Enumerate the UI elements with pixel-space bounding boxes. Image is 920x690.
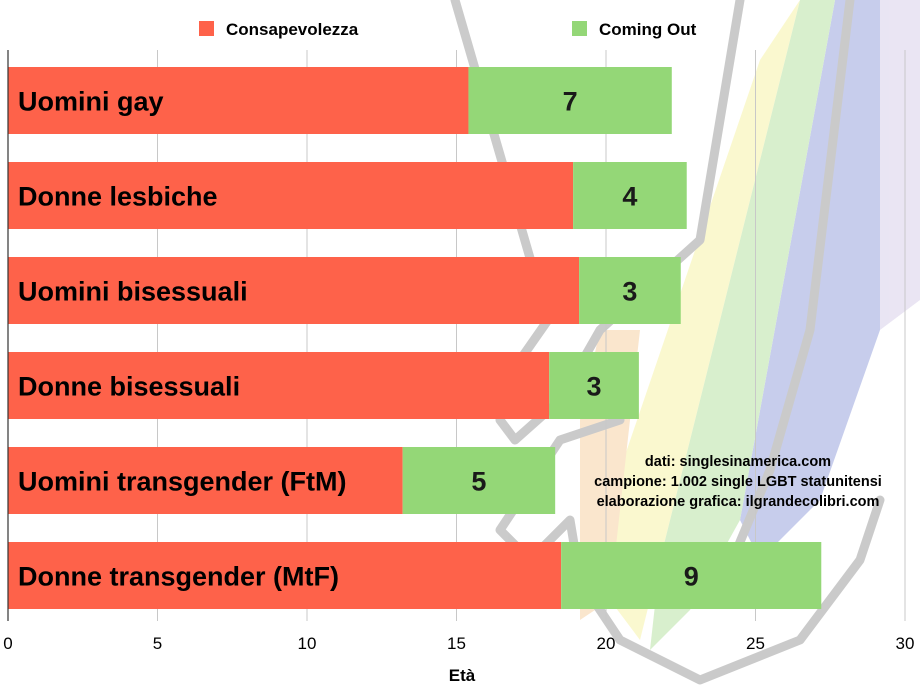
value-labels: 7 4 3 3 5 9 xyxy=(471,87,698,592)
x-tick-label-30: 30 xyxy=(896,634,915,653)
legend-label-coming-out: Coming Out xyxy=(599,20,697,39)
bar-consapevolezza-donne-lesbiche xyxy=(8,162,574,229)
rainbow-stripe-green xyxy=(650,0,835,650)
category-label-donne-transgender-mtf: Donne transgender (MtF) xyxy=(18,562,339,592)
bar-consapevolezza-uomini-bisessuali xyxy=(8,257,580,324)
rainbow-stripe-blue xyxy=(740,0,880,560)
category-label-uomini-transgender-ftm: Uomini transgender (FtM) xyxy=(18,467,347,497)
note-line-sample: campione: 1.002 single LGBT statunitensi xyxy=(594,474,882,490)
x-tick-label-25: 25 xyxy=(746,634,765,653)
note-line-source: dati: singlesinamerica.com xyxy=(645,454,831,470)
source-note: dati: singlesinamerica.com campione: 1.0… xyxy=(594,454,882,510)
legend-swatch-coming-out xyxy=(572,21,587,36)
bar-consapevolezza-donne-transgender-mtf xyxy=(8,542,562,609)
note-line-credits: elaborazione grafica: ilgrandecolibri.co… xyxy=(597,494,880,510)
rainbow-stripe-violet xyxy=(880,0,920,330)
x-tick-label-15: 15 xyxy=(447,634,466,653)
legend: Consapevolezza Coming Out xyxy=(199,20,697,39)
bar-coming-out-donne-transgender-mtf xyxy=(561,542,822,609)
value-label-donne-bisessuali: 3 xyxy=(587,372,602,402)
bars xyxy=(8,67,822,609)
bar-coming-out-donne-bisessuali xyxy=(549,352,639,419)
category-label-donne-bisessuali: Donne bisessuali xyxy=(18,372,240,402)
x-axis-title: Età xyxy=(449,666,476,685)
bar-coming-out-uomini-bisessuali xyxy=(579,257,681,324)
value-label-donne-lesbiche: 4 xyxy=(622,182,637,212)
category-label-uomini-bisessuali: Uomini bisessuali xyxy=(18,277,248,307)
value-label-uomini-transgender-ftm: 5 xyxy=(471,467,486,497)
arm-outline xyxy=(715,0,855,595)
x-tick-label-10: 10 xyxy=(298,634,317,653)
bar-coming-out-uomini-transgender-ftm xyxy=(402,447,556,514)
bar-coming-out-uomini-gay xyxy=(468,67,672,134)
x-tick-label-0: 0 xyxy=(3,634,12,653)
bar-coming-out-donne-lesbiche xyxy=(573,162,687,229)
category-label-donne-lesbiche: Donne lesbiche xyxy=(18,182,218,212)
category-labels: Uomini gay Donne lesbiche Uomini bisessual… xyxy=(18,87,347,592)
x-tick-label-5: 5 xyxy=(153,634,162,653)
value-label-uomini-gay: 7 xyxy=(563,87,578,117)
bar-consapevolezza-donne-bisessuali xyxy=(8,352,550,419)
value-label-uomini-bisessuali: 3 xyxy=(622,277,637,307)
rainbow-stripe-yellow xyxy=(610,0,800,640)
x-tick-labels: 0 5 10 15 20 25 30 xyxy=(3,634,914,653)
bar-consapevolezza-uomini-transgender-ftm xyxy=(8,447,403,514)
category-label-uomini-gay: Uomini gay xyxy=(18,87,164,117)
bar-consapevolezza-uomini-gay xyxy=(8,67,469,134)
value-label-donne-transgender-mtf: 9 xyxy=(684,562,699,592)
x-gridlines xyxy=(157,50,906,621)
legend-label-consapevolezza: Consapevolezza xyxy=(226,20,359,39)
x-tick-label-20: 20 xyxy=(597,634,616,653)
legend-swatch-consapevolezza xyxy=(199,21,214,36)
